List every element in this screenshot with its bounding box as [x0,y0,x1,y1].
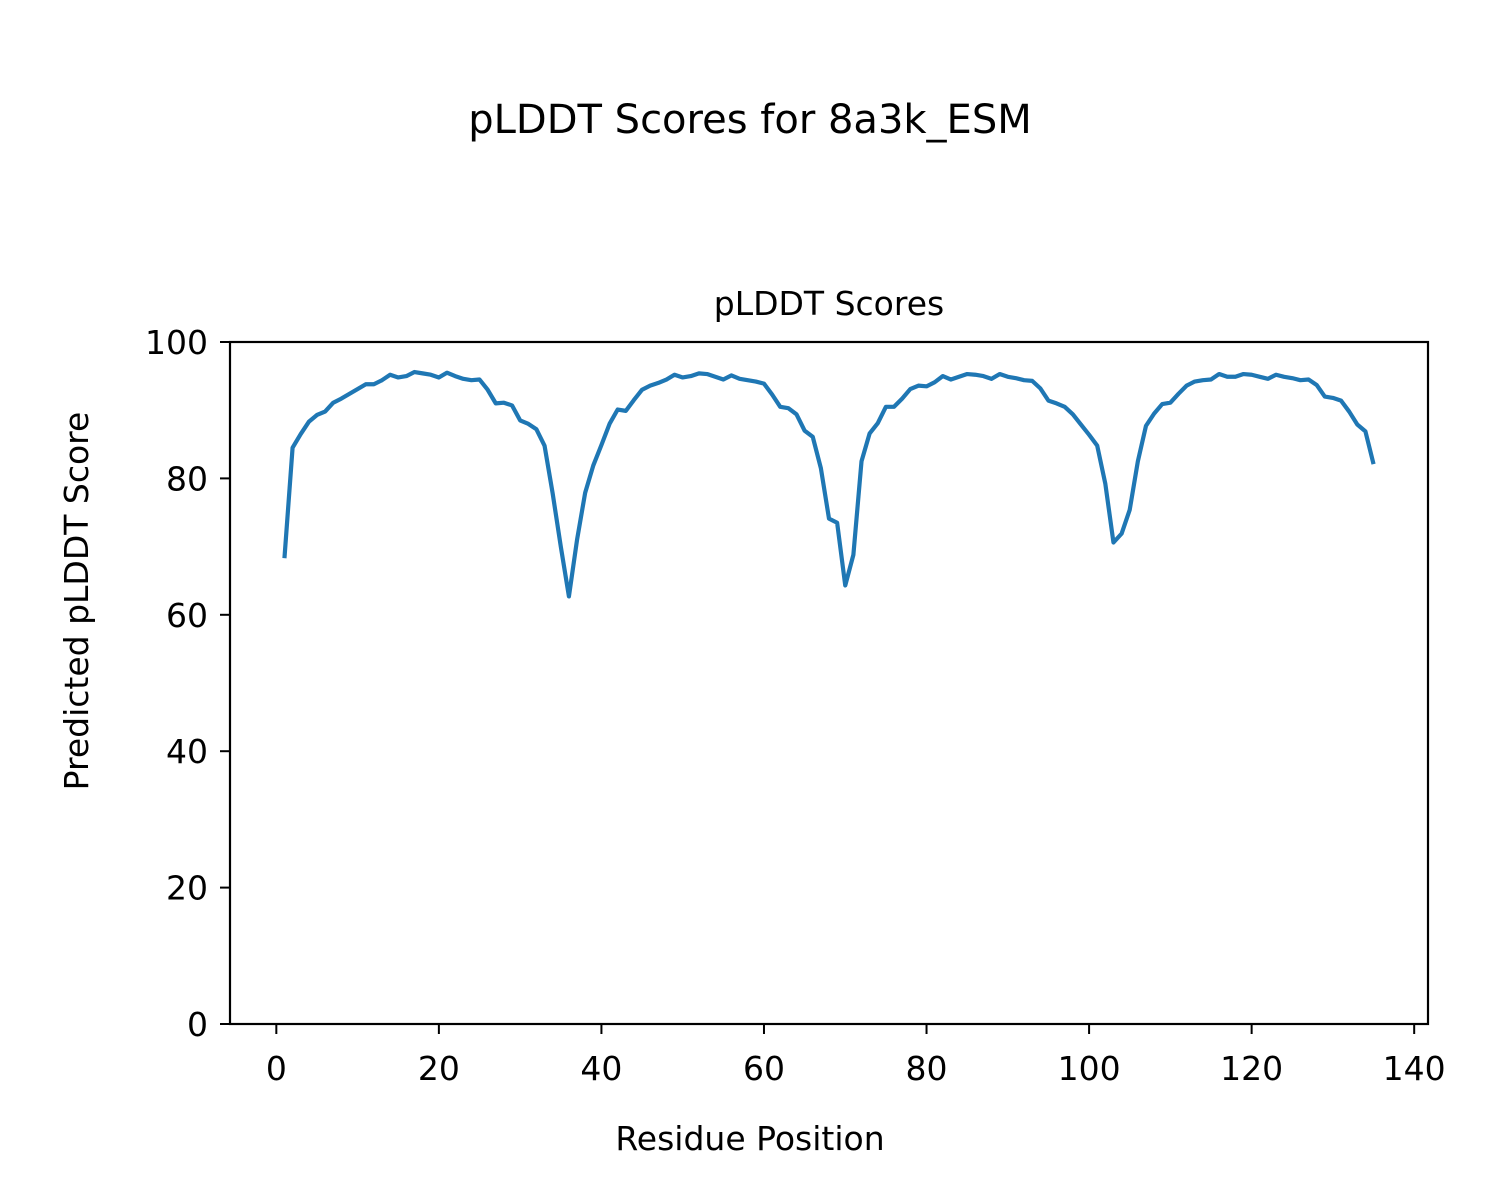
plot-area [228,340,1430,1026]
y-axis-label: Predicted pLDDT Score [57,412,96,791]
axes-frame [228,340,1430,1026]
x-tick-label: 100 [1058,1049,1121,1088]
x-tick-label: 0 [266,1049,287,1088]
chart-title: pLDDT Scores [714,284,944,323]
x-tick-label: 140 [1383,1049,1446,1088]
x-axis-label: Residue Position [615,1119,884,1158]
y-tick-label: 60 [166,596,208,635]
x-tick-label: 60 [743,1049,785,1088]
figure-suptitle: pLDDT Scores for 8a3k_ESM [468,97,1031,143]
x-tick-label: 40 [580,1049,622,1088]
x-tick-label: 20 [418,1049,460,1088]
y-axis: 0 20 40 60 80 100 [145,323,230,1044]
series-line-plddt [282,369,1376,599]
y-tick-label: 100 [145,323,208,362]
y-tick-label: 80 [166,459,208,498]
y-tick-label: 0 [187,1005,208,1044]
x-axis: 0 20 40 60 80 100 120 140 [266,1024,1446,1088]
x-tick-label: 120 [1220,1049,1283,1088]
y-tick-label: 40 [166,732,208,771]
x-tick-label: 80 [906,1049,948,1088]
y-tick-label: 20 [166,869,208,908]
